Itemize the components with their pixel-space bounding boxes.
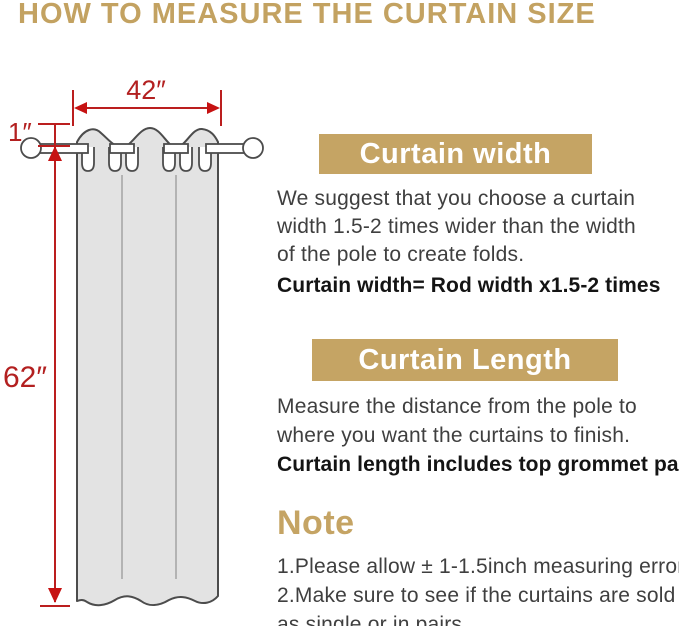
rod-finial-left <box>20 137 42 159</box>
text-line: 1.Please allow ± 1-1.5inch measuring err… <box>277 555 679 578</box>
curtain-panel <box>76 127 219 607</box>
curtain-length-formula: Curtain length includes top grommet part <box>277 453 679 476</box>
arrowhead-left-icon <box>74 102 87 114</box>
text-line: of the pole to create folds. <box>277 243 525 266</box>
text-line: where you want the curtains to finish. <box>277 424 631 447</box>
note-heading: Note <box>277 504 355 542</box>
text-line: 2.Make sure to see if the curtains are s… <box>277 584 676 607</box>
arrowhead-right-icon <box>207 102 220 114</box>
curtain-diagram: 42″ 1″ 62″ <box>3 75 264 607</box>
curtain-width-heading: Curtain width <box>319 134 592 174</box>
width-dimension <box>72 90 222 126</box>
grommet-height-label: 1″ <box>8 117 32 147</box>
curtain-rod <box>20 137 264 159</box>
curtain-width-formula: Curtain width= Rod width x1.5-2 times <box>277 274 661 297</box>
arrowhead-up-icon <box>48 146 62 161</box>
text-line: as single or in pairs <box>277 613 463 626</box>
width-dimension-label: 42″ <box>126 75 166 105</box>
note-paragraph: 1.Please allow ± 1-1.5inch measuring err… <box>277 552 679 626</box>
arrowhead-down-icon <box>48 588 62 603</box>
text-line: Measure the distance from the pole to <box>277 395 637 418</box>
length-dimension <box>38 123 70 607</box>
curtain-length-paragraph: Measure the distance from the pole to wh… <box>277 392 637 450</box>
page-title: HOW TO MEASURE THE CURTAIN SIZE <box>18 0 596 30</box>
text-line: width 1.5-2 times wider than the width <box>277 215 636 238</box>
curtain-length-heading-label: Curtain Length <box>358 343 572 376</box>
rod-finial-right <box>242 137 264 159</box>
curtain-width-heading-label: Curtain width <box>359 137 552 170</box>
text-line: We suggest that you choose a curtain <box>277 187 636 210</box>
curtain-width-paragraph: We suggest that you choose a curtain wid… <box>277 185 636 269</box>
curtain-length-heading: Curtain Length <box>312 339 618 381</box>
length-dimension-label: 62″ <box>3 361 47 394</box>
